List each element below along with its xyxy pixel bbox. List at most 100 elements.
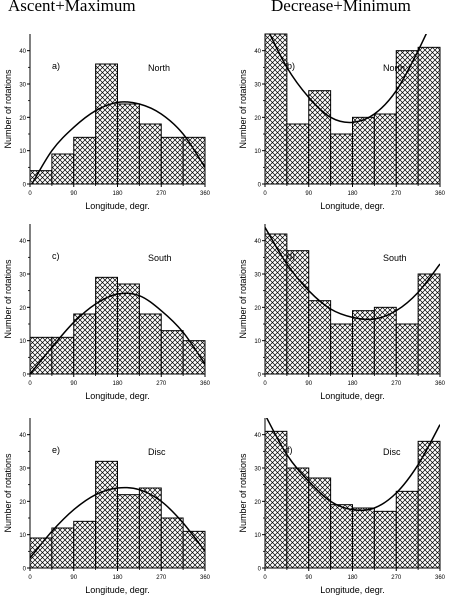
x-tick-label: 360 — [200, 575, 211, 581]
x-tick-label: 180 — [347, 381, 358, 387]
y-tick-label: 0 — [23, 373, 27, 379]
histogram-bar — [51, 527, 75, 569]
panel-letter: f) — [287, 445, 293, 455]
y-tick-label: 10 — [254, 149, 261, 155]
x-tick-label: 90 — [70, 381, 77, 387]
histogram-bar — [286, 467, 310, 569]
y-tick-label: 30 — [254, 467, 261, 473]
histogram-bar — [373, 113, 397, 185]
x-axis-title: Longitude, degr. — [85, 585, 150, 595]
histogram-bar — [95, 63, 118, 185]
histogram-bar — [395, 490, 419, 569]
y-tick-label: 20 — [254, 116, 261, 122]
column-title-ascent: Ascent+Maximum — [8, 0, 136, 15]
x-axis-title: Longitude, degr. — [320, 201, 385, 211]
x-tick-label: 180 — [112, 381, 123, 387]
x-tick-label: 90 — [70, 191, 77, 197]
histogram-bar — [352, 310, 375, 375]
x-tick-label: 0 — [28, 191, 32, 197]
x-tick-label: 270 — [156, 191, 167, 197]
fit-curve — [30, 292, 205, 374]
y-axis-title: Number of rotations — [3, 259, 13, 339]
histogram-bar — [182, 340, 206, 375]
histogram-bar — [373, 510, 397, 569]
histogram-bar — [160, 330, 184, 375]
x-axis-title: Longitude, degr. — [85, 391, 150, 401]
region-label: South — [148, 253, 172, 263]
x-tick-label: 180 — [347, 575, 358, 581]
x-tick-label: 270 — [391, 191, 402, 197]
x-tick-label: 360 — [200, 191, 211, 197]
chart-panel-e: 0 90 180 270 360 0 10 20 30 40 Longitude, degr. Num… — [3, 418, 211, 595]
y-axis-title: Number of rotations — [3, 453, 13, 533]
x-tick-label: 270 — [156, 575, 167, 581]
x-tick-label: 90 — [305, 381, 312, 387]
x-tick-label: 180 — [112, 191, 123, 197]
histogram-bar — [160, 517, 184, 569]
y-tick-label: 0 — [258, 183, 262, 189]
y-tick-label: 10 — [19, 149, 26, 155]
chart-panel-b: 0 90 180 270 360 0 10 20 30 40 Longitude, degr. Num… — [238, 33, 446, 211]
histogram-bar — [264, 430, 288, 569]
histogram-bar — [117, 103, 140, 185]
histogram-bar — [264, 33, 288, 185]
histogram-bar — [395, 323, 419, 375]
y-tick-label: 40 — [254, 433, 261, 439]
region-label: South — [383, 253, 407, 263]
histogram-bar — [417, 46, 441, 185]
y-tick-label: 20 — [254, 500, 261, 506]
x-tick-label: 270 — [156, 381, 167, 387]
y-tick-label: 20 — [19, 306, 26, 312]
y-tick-label: 30 — [19, 273, 26, 279]
y-tick-label: 10 — [19, 339, 26, 345]
histogram-bar — [95, 276, 118, 375]
y-tick-label: 10 — [254, 339, 261, 345]
x-tick-label: 180 — [347, 191, 358, 197]
x-tick-label: 360 — [435, 191, 446, 197]
x-tick-label: 0 — [263, 575, 267, 581]
y-axis-title: Number of rotations — [3, 69, 13, 149]
panel-letter: c) — [52, 251, 60, 261]
histogram-bar — [117, 283, 140, 375]
histogram-bar — [352, 507, 375, 569]
histogram-bar — [286, 123, 310, 185]
chart-panel-a: 0 90 180 270 360 0 10 20 30 40 Longitude, degr. Num… — [3, 34, 211, 211]
y-tick-label: 0 — [258, 373, 262, 379]
y-tick-label: 10 — [19, 533, 26, 539]
histogram-bar — [29, 336, 53, 375]
histogram-bar — [308, 90, 332, 185]
x-axis-title: Longitude, degr. — [85, 201, 150, 211]
histogram-bar — [73, 520, 97, 569]
y-axis-title: Number of rotations — [238, 453, 248, 533]
region-label: Disc — [148, 447, 166, 457]
chart-panel-f: 0 90 180 270 360 0 10 20 30 40 Longitude, degr. Num… — [238, 418, 446, 595]
histogram-bar — [330, 323, 353, 375]
y-tick-label: 40 — [19, 49, 26, 55]
panel-letter: d) — [287, 251, 295, 261]
x-tick-label: 360 — [435, 381, 446, 387]
x-tick-label: 0 — [263, 381, 267, 387]
histogram-bar — [160, 136, 184, 185]
histogram-bar — [95, 460, 118, 569]
histogram-bar — [330, 504, 353, 569]
y-tick-label: 30 — [254, 273, 261, 279]
x-tick-label: 270 — [391, 381, 402, 387]
histogram-bar — [51, 153, 75, 185]
y-tick-label: 40 — [254, 239, 261, 245]
histogram-bar — [308, 300, 332, 375]
y-tick-label: 0 — [23, 183, 27, 189]
histogram-bar — [117, 494, 140, 569]
y-tick-label: 40 — [19, 239, 26, 245]
y-tick-label: 0 — [23, 567, 27, 573]
x-tick-label: 0 — [28, 381, 32, 387]
x-tick-label: 180 — [112, 575, 123, 581]
chart-panel-c: 0 90 180 270 360 0 10 20 30 40 Longitude, degr. Num… — [3, 224, 211, 401]
fit-curve — [30, 486, 205, 559]
chart-panel-d: 0 90 180 270 360 0 10 20 30 40 Longitude, degr. Num… — [238, 224, 446, 401]
y-tick-label: 10 — [254, 533, 261, 539]
y-tick-label: 40 — [19, 433, 26, 439]
region-label: Disc — [383, 447, 401, 457]
histogram-bar — [138, 313, 162, 375]
histogram-bar — [138, 123, 162, 185]
